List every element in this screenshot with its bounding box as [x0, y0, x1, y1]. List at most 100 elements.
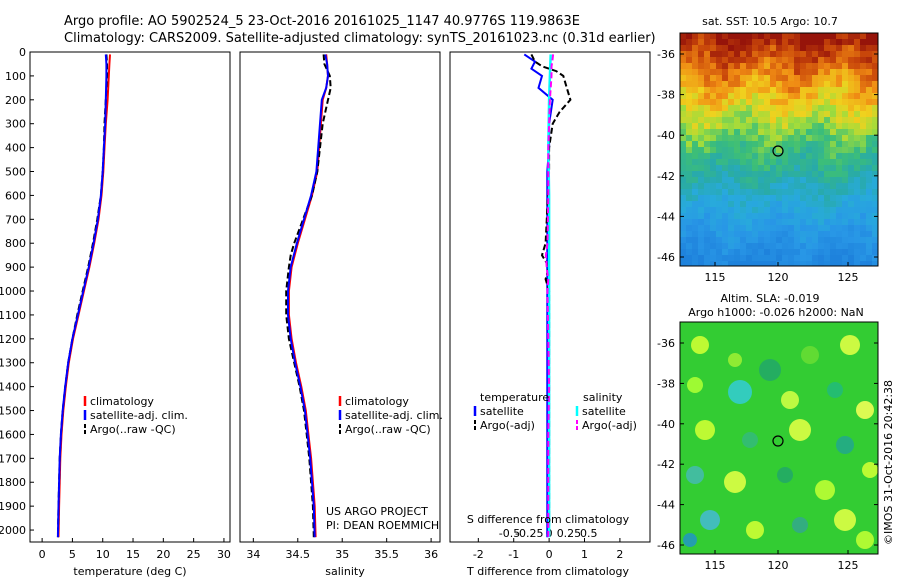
- sst-cell: [836, 135, 842, 141]
- sst-cell: [710, 57, 716, 63]
- sst-cell: [854, 75, 860, 81]
- sst-cell: [758, 99, 764, 105]
- sst-cell: [860, 213, 866, 219]
- lat-tick-label: -44: [657, 210, 675, 223]
- sst-cell: [842, 141, 848, 147]
- sst-cell: [782, 117, 788, 123]
- sst-cell: [788, 45, 794, 51]
- temperature-ticks: 0 5 10 15 20 25 30: [39, 538, 231, 561]
- sst-cell: [716, 159, 722, 165]
- sst-cell: [794, 219, 800, 225]
- sst-cell: [842, 51, 848, 57]
- sst-cell: [716, 123, 722, 129]
- sst-cell: [794, 231, 800, 237]
- sst-cell: [848, 117, 854, 123]
- sst-cell: [872, 93, 878, 99]
- sst-cell: [704, 243, 710, 249]
- sst-cell: [860, 183, 866, 189]
- sst-cell: [806, 243, 812, 249]
- sst-cell: [776, 201, 782, 207]
- sst-cell: [782, 219, 788, 225]
- sst-cell: [794, 207, 800, 213]
- sst-cell: [692, 207, 698, 213]
- sst-cell: [806, 237, 812, 243]
- sst-cell: [812, 201, 818, 207]
- sst-cell: [752, 159, 758, 165]
- sst-cell: [698, 39, 704, 45]
- x-tick-label: 1: [581, 548, 588, 561]
- sst-cell: [842, 57, 848, 63]
- sst-cell: [806, 153, 812, 159]
- sst-cell: [800, 45, 806, 51]
- sst-cell: [854, 135, 860, 141]
- sst-cell: [812, 99, 818, 105]
- sst-cell: [824, 81, 830, 87]
- sst-cell: [692, 249, 698, 255]
- depth-tick-label: 0: [19, 46, 26, 59]
- sst-cell: [848, 171, 854, 177]
- sst-cell: [704, 123, 710, 129]
- sst-cell: [764, 213, 770, 219]
- sst-cell: [752, 123, 758, 129]
- sst-cell: [776, 99, 782, 105]
- sst-cell: [770, 111, 776, 117]
- sst-cell: [722, 75, 728, 81]
- sst-cell: [770, 105, 776, 111]
- sst-cell: [788, 231, 794, 237]
- sst-cell: [824, 195, 830, 201]
- sst-cell: [692, 135, 698, 141]
- sst-cell: [824, 255, 830, 261]
- sst-cell: [752, 219, 758, 225]
- sst-cell: [788, 75, 794, 81]
- sst-cell: [746, 87, 752, 93]
- salinity-legend: climatology satellite-adj. clim. Argo(..…: [338, 395, 443, 436]
- difference-lines: [523, 53, 572, 538]
- sst-cell: [770, 141, 776, 147]
- sst-cell: [782, 69, 788, 75]
- sst-cell: [812, 219, 818, 225]
- sst-cell: [686, 99, 692, 105]
- sst-cell: [764, 105, 770, 111]
- sst-cell: [758, 87, 764, 93]
- sst-cell: [770, 195, 776, 201]
- sst-cell: [848, 249, 854, 255]
- sst-cell: [770, 183, 776, 189]
- sst-cell: [794, 87, 800, 93]
- sst-cell: [836, 219, 842, 225]
- sst-cell: [680, 201, 686, 207]
- sst-cell: [764, 249, 770, 255]
- sst-cell: [758, 141, 764, 147]
- sst-cell: [716, 237, 722, 243]
- sst-cell: [830, 135, 836, 141]
- sst-cell: [866, 207, 872, 213]
- sst-cell: [686, 57, 692, 63]
- sst-cell: [836, 45, 842, 51]
- sst-cell: [800, 57, 806, 63]
- sst-cell: [704, 165, 710, 171]
- sst-cell: [728, 45, 734, 51]
- sst-cell: [794, 261, 800, 266]
- sst-cell: [770, 45, 776, 51]
- sst-cell: [770, 261, 776, 266]
- sst-cell: [710, 231, 716, 237]
- sla-map: Altim. SLA: -0.019 Argo h1000: -0.026 h2…: [657, 292, 879, 572]
- legend-title-temperature: temperature: [480, 391, 549, 404]
- sst-cell: [800, 63, 806, 69]
- sst-cell: [704, 45, 710, 51]
- sst-cell: [848, 123, 854, 129]
- sst-cell: [794, 213, 800, 219]
- sst-cell: [716, 39, 722, 45]
- sst-cell: [764, 141, 770, 147]
- sst-cell: [740, 189, 746, 195]
- sst-cell: [740, 105, 746, 111]
- sst-cell: [782, 99, 788, 105]
- sst-cell: [680, 237, 686, 243]
- depth-tick-label: 1200: [0, 333, 26, 346]
- sst-cell: [740, 261, 746, 266]
- sst-cell: [734, 93, 740, 99]
- sst-cell: [812, 183, 818, 189]
- sst-cell: [860, 33, 866, 39]
- sst-cell: [704, 39, 710, 45]
- sst-cell: [752, 141, 758, 147]
- sst-cell: [716, 213, 722, 219]
